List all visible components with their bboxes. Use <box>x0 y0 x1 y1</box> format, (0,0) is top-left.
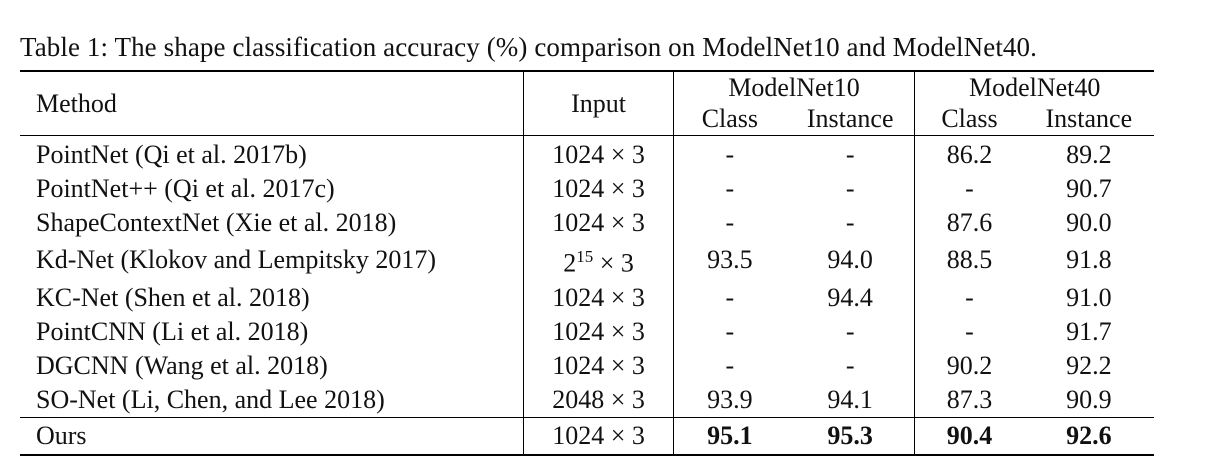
header-method: Method <box>20 71 525 136</box>
cell-input: 1024 × 3 <box>523 417 674 455</box>
cell-method: DGCNN (Wang et al. 2018) <box>20 348 525 383</box>
cell-mn40-instance: 91.8 <box>1066 245 1112 275</box>
cell-mn40-instance: 89.2 <box>1066 140 1112 169</box>
cell-mn10-instance: 94.4 <box>786 280 916 315</box>
table-row: KC-Net (Shen et al. 2018) 1024 × 3 - 94.… <box>20 280 1154 315</box>
cell-mn40-instance: 90.0 <box>1066 208 1112 237</box>
input-exponent: 15 <box>576 247 594 266</box>
cell-mn10-class: - <box>725 316 735 346</box>
table-row: PointCNN (Li et al. 2018) 1024 × 3 - - -… <box>20 314 1154 349</box>
header-input: Input <box>523 71 674 136</box>
cell-mn40-instance: 90.9 <box>1066 384 1112 414</box>
cell-mn40-instance: 90.7 <box>1066 174 1112 203</box>
cell-input: 1024 × 3 <box>523 280 674 315</box>
cell-method: SO-Net (Li, Chen, and Lee 2018) <box>20 382 525 418</box>
cell-input: 1024 × 3 <box>523 135 674 172</box>
cell-method: ShapeContextNet (Xie et al. 2018) <box>20 206 525 240</box>
table-row: PointNet++ (Qi et al. 2017c) 1024 × 3 - … <box>20 172 1154 206</box>
cell-method: PointNet++ (Qi et al. 2017c) <box>20 172 525 206</box>
bold-value: 95.3 <box>827 420 873 450</box>
ours-row: Ours 1024 × 3 95.1 95.3 90.4 92.6 <box>20 417 1154 455</box>
cell-method: Ours <box>20 417 525 455</box>
cell-mn10-instance: 95.3 <box>786 417 916 455</box>
header-row-1: Method Input ModelNet10 ModelNet40 <box>20 71 1154 136</box>
cell-mn40-instance: 92.2 <box>1066 350 1112 380</box>
cell-mn10-class: 95.1 <box>673 417 786 455</box>
header-mn10-class: Class <box>701 104 759 133</box>
cell-mn40-class: 90.2 <box>946 350 993 380</box>
table-row: PointNet (Qi et al. 2017b) 1024 × 3 - - … <box>20 135 1154 172</box>
cell-mn10-instance: 94.0 <box>786 240 916 281</box>
cell-method: PointCNN (Li et al. 2018) <box>20 314 525 349</box>
bold-value: 92.6 <box>1066 420 1112 450</box>
header-modelnet40: ModelNet40 <box>968 72 1101 102</box>
cell-input: 1024 × 3 <box>523 348 674 383</box>
cell-mn10-class: 93.9 <box>707 384 753 414</box>
input-base: 2 <box>563 248 577 278</box>
input-tail: × 3 <box>593 248 634 278</box>
cell-mn10-instance: - <box>786 314 916 349</box>
cell-mn10-class: 93.5 <box>707 245 753 275</box>
header-mn40-class: Class <box>941 104 998 133</box>
cell-mn10-instance: - <box>786 135 916 172</box>
header-modelnet10: ModelNet10 <box>673 71 916 103</box>
bold-value: 90.4 <box>946 420 993 450</box>
cell-mn40-instance: 91.0 <box>1066 282 1112 312</box>
table-caption: Table 1: The shape classification accura… <box>20 32 1037 62</box>
cell-input: 1024 × 3 <box>523 314 674 349</box>
cell-mn10-instance: - <box>786 172 916 206</box>
table-row: DGCNN (Wang et al. 2018) 1024 × 3 - - 90… <box>20 348 1154 383</box>
cell-mn10-instance: - <box>786 206 916 240</box>
cell-mn40-class: 87.6 <box>946 208 993 237</box>
bold-value: 95.1 <box>707 420 753 450</box>
cell-input: 1024 × 3 <box>523 172 674 206</box>
cell-mn40-class: - <box>965 174 974 203</box>
cell-mn10-instance: - <box>786 348 916 383</box>
cell-mn40-instance: 92.6 <box>1024 417 1154 455</box>
table-row: Kd-Net (Klokov and Lempitsky 2017) 215 ×… <box>20 240 1154 281</box>
cell-input: 2048 × 3 <box>523 382 674 418</box>
cell-mn10-class: - <box>725 208 735 237</box>
cell-mn40-class: 88.5 <box>946 245 993 275</box>
cell-mn40-class: - <box>965 282 974 312</box>
header-mn10-instance: Instance <box>786 103 916 136</box>
cell-mn10-class: - <box>725 350 735 380</box>
cell-mn40-class: 90.4 <box>915 417 1024 455</box>
cell-mn10-instance: 94.1 <box>786 382 916 418</box>
cell-method: Kd-Net (Klokov and Lempitsky 2017) <box>20 240 525 281</box>
table-row: SO-Net (Li, Chen, and Lee 2018) 2048 × 3… <box>20 382 1154 418</box>
cell-mn10-class: - <box>725 174 735 203</box>
results-table: Method Input ModelNet10 ModelNet40 Class… <box>20 70 1154 456</box>
cell-mn40-class: 87.3 <box>946 384 993 414</box>
cell-mn40-class: - <box>965 316 974 346</box>
cell-input: 1024 × 3 <box>523 206 674 240</box>
cell-mn10-class: - <box>725 282 735 312</box>
cell-mn40-class: 86.2 <box>946 140 993 169</box>
cell-method: PointNet (Qi et al. 2017b) <box>20 135 525 172</box>
cell-input: 215 × 3 <box>523 240 674 281</box>
cell-mn10-class: - <box>725 140 735 169</box>
cell-mn40-instance: 91.7 <box>1066 316 1112 346</box>
header-row-2: Class Instance Class Instance <box>20 103 1154 136</box>
table-row: ShapeContextNet (Xie et al. 2018) 1024 ×… <box>20 206 1154 240</box>
cell-method: KC-Net (Shen et al. 2018) <box>20 280 525 315</box>
header-mn40-instance: Instance <box>1045 104 1133 133</box>
